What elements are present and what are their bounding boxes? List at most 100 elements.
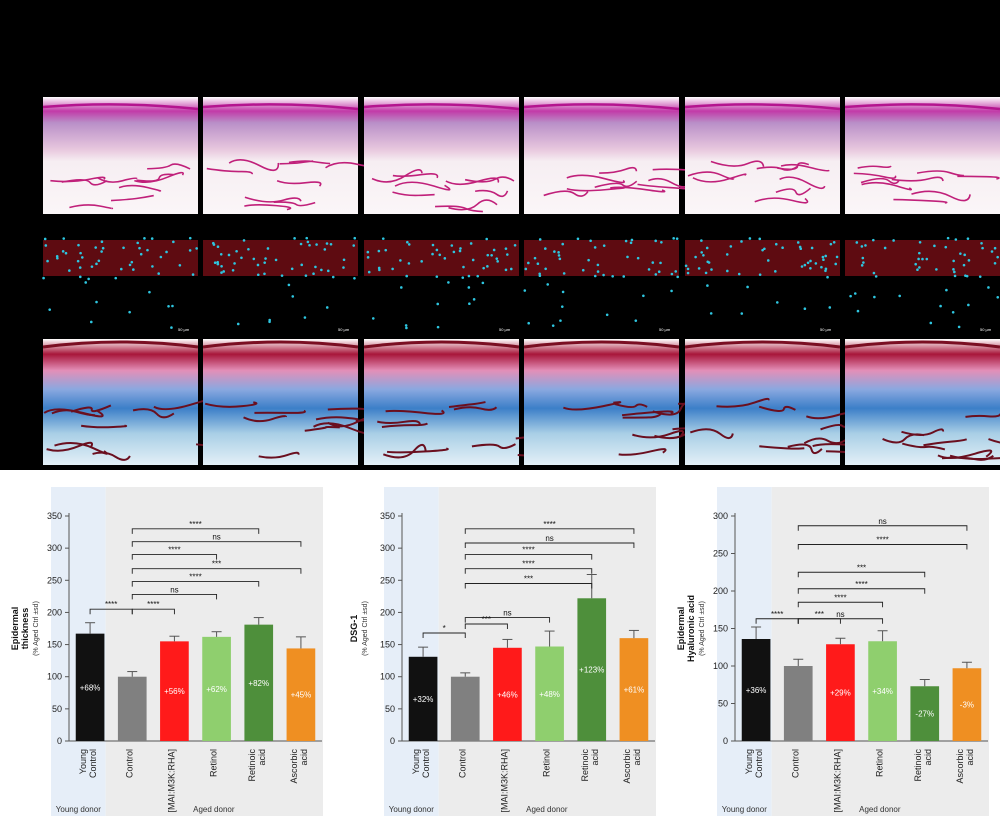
micrograph-tile-trichrome-2: [202, 339, 410, 465]
micrograph-tile-fluor-3: 50 µm: [364, 222, 519, 335]
significance-bracket: *: [422, 624, 466, 638]
micrograph-tile-hes-6: [844, 97, 1000, 214]
group-label-young: Young donor: [722, 805, 767, 814]
significance-label: ***: [212, 560, 221, 569]
y-tick-label: 300: [47, 543, 62, 553]
y-tick-label: 100: [713, 661, 728, 671]
category-label: [MAI:M3K:RHA]: [832, 749, 842, 813]
significance-bracket: ****: [464, 520, 635, 534]
category-label: Ascorbicacid: [622, 749, 642, 784]
bar-percent-label: +45%: [291, 691, 312, 700]
group-label-young: Young donor: [56, 805, 101, 814]
bar-2: [783, 666, 813, 741]
micrograph-tile-hes-3: [363, 97, 520, 214]
scale-bar-label: 50 µm: [338, 327, 350, 332]
bar-percent-label: +56%: [164, 687, 185, 696]
bar-1: [741, 639, 771, 741]
significance-bracket: ns: [131, 533, 302, 547]
category-label: Retinoicacid: [913, 749, 933, 782]
y-tick-label: 350: [380, 511, 395, 521]
y-axis-sublabel: (% Aged Ctrl ±sd): [362, 601, 369, 656]
y-axis-sublabel: (% Aged Ctrl ±sd): [33, 601, 40, 656]
category-label: Control: [124, 749, 134, 778]
y-tick-label: 200: [380, 607, 395, 617]
group-label-young: Young donor: [389, 805, 434, 814]
bar-percent-label: +123%: [579, 666, 604, 675]
y-tick-label: 50: [718, 699, 728, 709]
significance-bracket: ****: [131, 520, 260, 534]
bar-4: [868, 641, 897, 741]
significance-label: ***: [815, 610, 824, 619]
category-label: [MAI:M3K:RHA]: [166, 749, 176, 813]
significance-bracket: ns: [464, 534, 635, 548]
y-tick-label: 250: [47, 575, 62, 585]
y-tick-label: 150: [47, 640, 62, 650]
bar-6: [952, 668, 982, 741]
significance-bracket: ***: [464, 615, 508, 629]
y-tick-label: 300: [380, 543, 395, 553]
y-tick-label: 0: [390, 736, 395, 746]
y-tick-label: 300: [713, 511, 728, 521]
significance-label: ****: [522, 546, 534, 555]
significance-bracket: ****: [797, 593, 884, 608]
significance-label: ****: [168, 546, 180, 555]
y-axis-label: EpidermalHyaluronic acid: [676, 595, 696, 662]
chart-dsg1: 0 50 100 150 200 250 300 350 DSG-1 (% Aged Ctrl ±…: [349, 487, 656, 816]
category-label: Control: [457, 749, 467, 778]
category-label: YoungControl: [78, 749, 98, 778]
chart-epidermal-thickness: 0 50 100 150 200 250 300 350 Epidermalthickness(…: [10, 487, 323, 816]
bar-3: [493, 647, 522, 741]
micrograph-tile-hes-4: [523, 97, 707, 214]
micrograph-tile-fluor-1: 50 µm: [42, 222, 198, 335]
significance-bracket: ns: [131, 585, 218, 600]
category-label: Retinol: [209, 749, 219, 777]
micrograph-tile-trichrome-4: [523, 339, 723, 465]
y-tick-label: 200: [47, 607, 62, 617]
bar-1: [408, 656, 438, 741]
category-label: YoungControl: [744, 749, 764, 778]
micrograph-tile-fluor-6: 50 µm: [845, 222, 1000, 335]
significance-label: ****: [147, 600, 159, 609]
y-tick-label: 50: [385, 704, 395, 714]
y-axis-label: Epidermalthickness: [10, 607, 30, 651]
significance-label: ****: [543, 520, 555, 529]
significance-bracket: ****: [131, 600, 175, 615]
bar-percent-label: +29%: [830, 689, 851, 698]
significance-label: ****: [522, 560, 534, 569]
bar-percent-label: +82%: [248, 679, 269, 688]
charts-panel: 0 50 100 150 200 250 300 350 Epidermalthickness(…: [0, 470, 1000, 821]
y-axis-label: DSG-1: [349, 615, 359, 643]
y-tick-label: 250: [713, 549, 728, 559]
y-tick-label: 0: [723, 736, 728, 746]
bar-5: [910, 686, 940, 741]
category-label: Retinol: [542, 749, 552, 777]
scale-bar-label: 50 µm: [820, 327, 832, 332]
bar-percent-label: +34%: [872, 687, 893, 696]
significance-label: ****: [855, 580, 867, 589]
bar-percent-label: -3%: [960, 701, 974, 710]
significance-bracket: ns: [797, 517, 968, 531]
bar-2: [117, 676, 147, 741]
significance-label: ***: [524, 575, 533, 584]
micrograph-grid: 50 µm 50 µm 50 µm 50 µm 50 µm 50 µm: [42, 97, 1000, 465]
category-label: Retinoicacid: [580, 749, 600, 782]
y-tick-label: 250: [380, 575, 395, 585]
significance-label: *: [443, 624, 446, 633]
significance-label: ***: [482, 615, 491, 624]
bar-3: [160, 641, 189, 741]
micrograph-tile-hes-2: [202, 97, 375, 214]
group-label-aged: Aged donor: [526, 805, 568, 814]
significance-label: ****: [189, 573, 201, 582]
bar-percent-label: +48%: [539, 690, 560, 699]
y-tick-label: 0: [57, 736, 62, 746]
bar-3: [826, 644, 855, 741]
scale-bar-label: 50 µm: [980, 327, 992, 332]
micrograph-tile-fluor-5: 50 µm: [684, 222, 840, 335]
significance-label: ns: [545, 534, 553, 543]
significance-label: ns: [836, 610, 844, 619]
significance-bracket: ****: [464, 546, 593, 560]
micrograph-tile-hes-1: [42, 97, 199, 214]
significance-bracket: ****: [797, 580, 926, 594]
significance-bracket: ***: [464, 575, 593, 589]
significance-label: ****: [771, 610, 783, 619]
